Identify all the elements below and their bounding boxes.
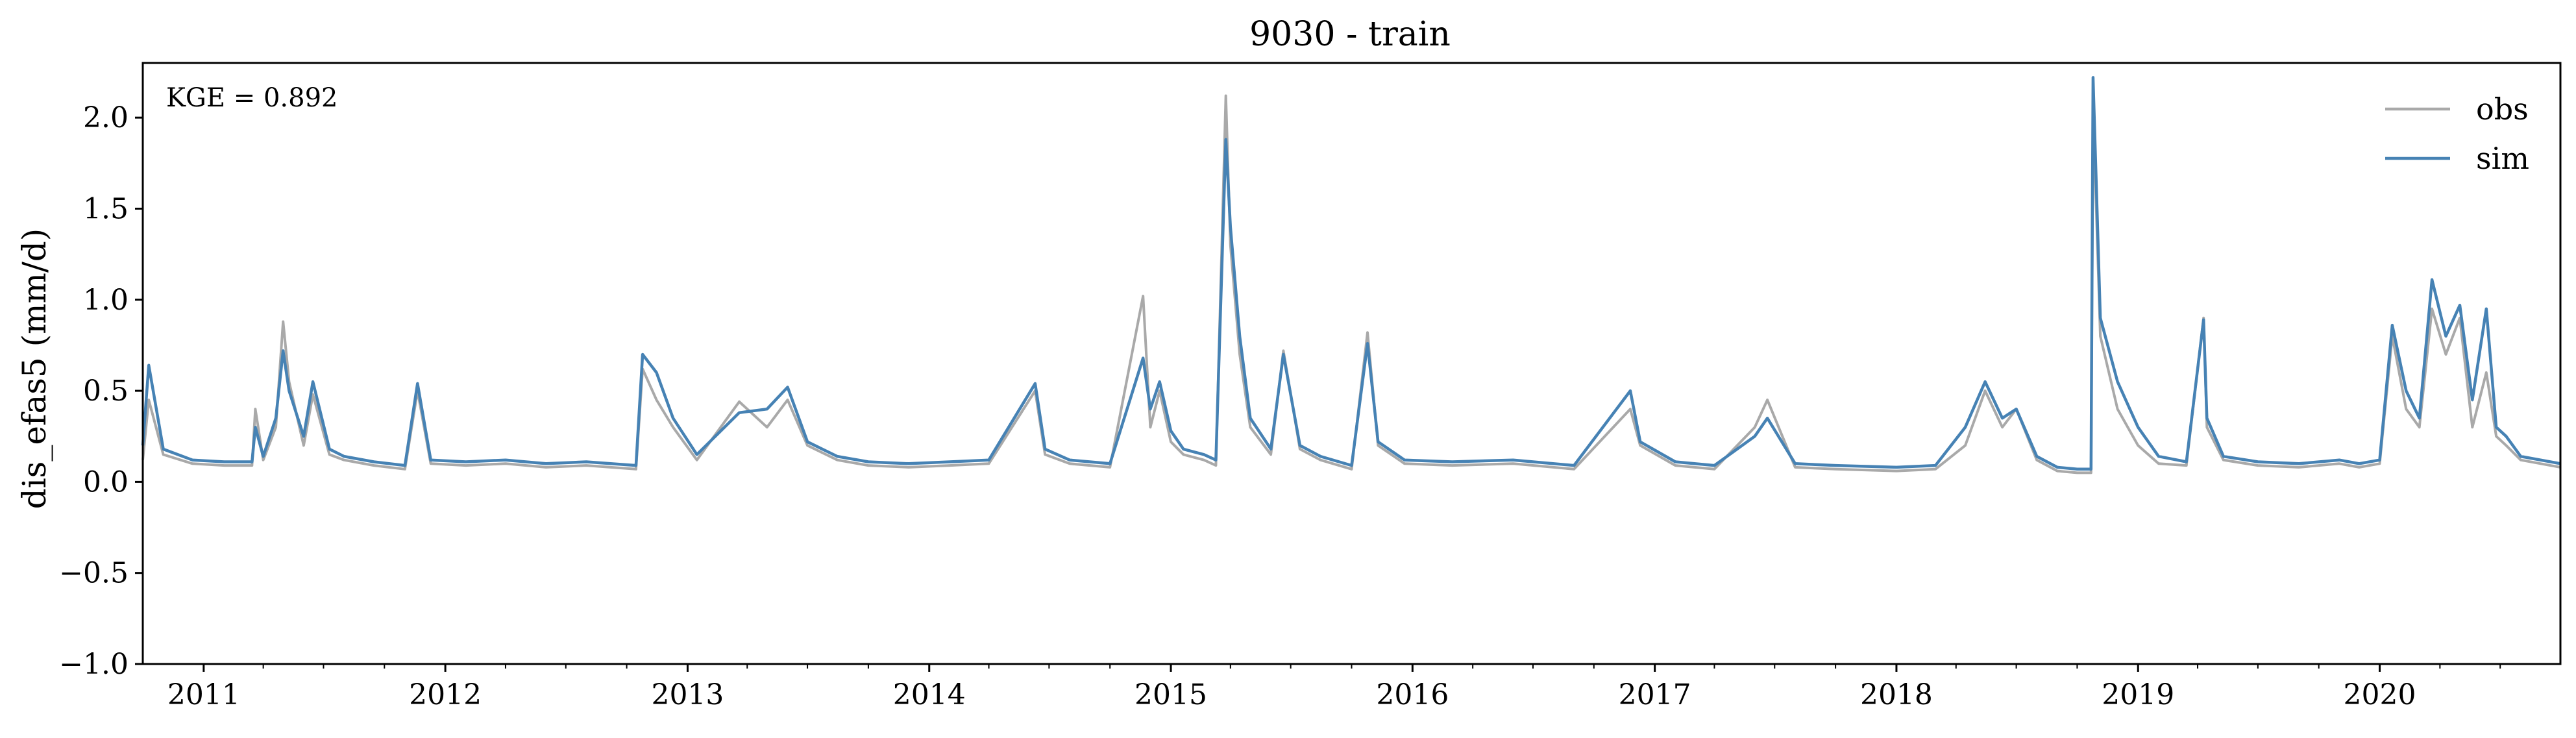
y-tick-label: 0.0 <box>83 465 129 498</box>
y-tick-label: 0.5 <box>83 375 129 408</box>
chart-title: 9030 - train <box>1249 15 1451 54</box>
x-tick-label: 2019 <box>2102 678 2174 711</box>
kge-annotation: KGE = 0.892 <box>166 83 338 113</box>
y-axis: −1.0 −0.5 0.0 0.5 1.0 1.5 2.0 <box>59 101 143 681</box>
y-tick-label: 1.0 <box>83 284 129 317</box>
x-axis: 2011 2012 2013 2014 2015 2016 2017 2018 2019 2020 <box>167 664 2501 711</box>
x-tick-label: 2012 <box>409 678 482 711</box>
x-tick-label: 2013 <box>651 678 724 711</box>
y-tick-label: −1.0 <box>59 648 129 681</box>
y-tick-label: 2.0 <box>83 101 129 134</box>
y-tick-label: 1.5 <box>83 192 129 225</box>
x-tick-label: 2018 <box>1860 678 1933 711</box>
plot-content <box>141 76 2561 474</box>
x-tick-label: 2017 <box>1619 678 1691 711</box>
legend-label-obs: obs <box>2476 92 2529 127</box>
x-tick-label: 2016 <box>1376 678 1449 711</box>
x-tick-label: 2011 <box>167 678 240 711</box>
x-tick-label: 2014 <box>893 678 966 711</box>
x-tick-label: 2020 <box>2344 678 2416 711</box>
plot-frame <box>141 62 2562 665</box>
y-tick-label: −0.5 <box>59 557 129 590</box>
series-line-sim <box>141 76 2561 471</box>
legend-label-sim: sim <box>2476 141 2529 176</box>
y-axis-title: dis_efas5 (mm/d) <box>16 228 53 510</box>
legend: obs sim <box>2385 92 2529 176</box>
x-tick-label: 2015 <box>1135 678 1207 711</box>
